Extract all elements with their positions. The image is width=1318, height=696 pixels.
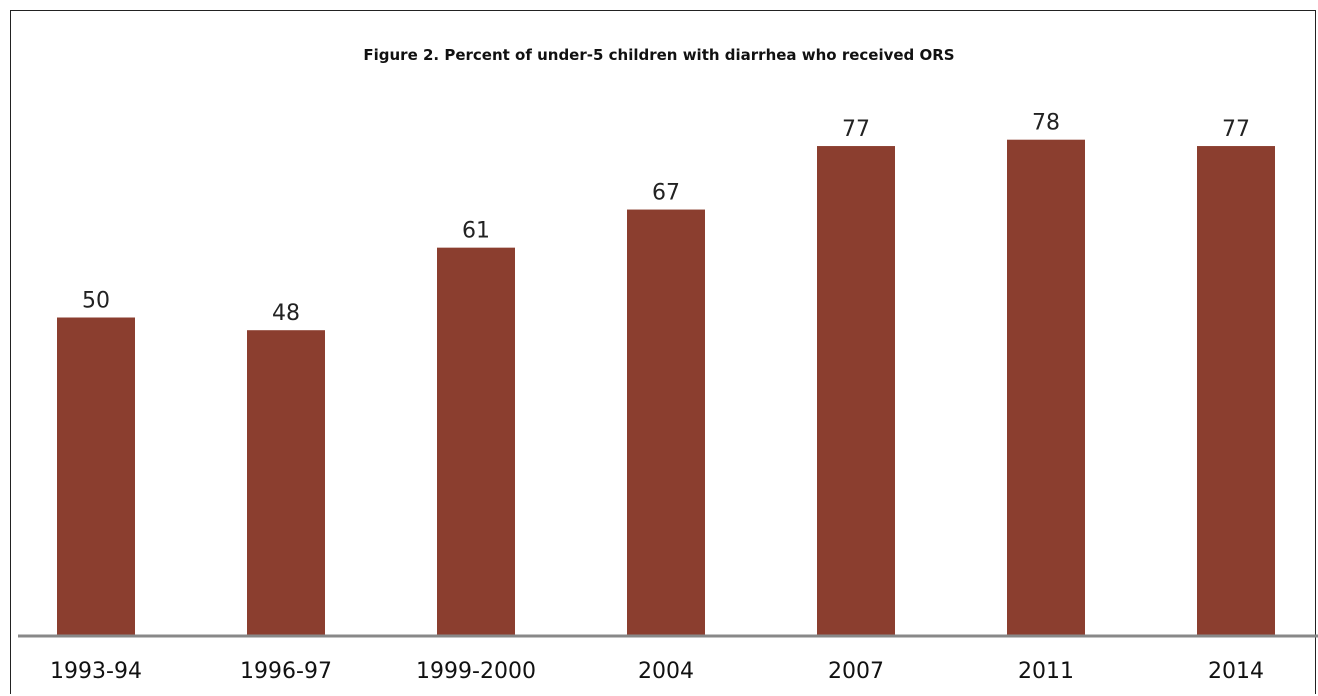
bar-2004 [627, 209, 705, 636]
bar-2007 [817, 146, 895, 636]
bars-layer [57, 139, 1275, 636]
x-tick-label-1999-2000: 1999-2000 [416, 659, 536, 684]
bar-1999-2000 [437, 247, 515, 635]
chart-title: Figure 2. Percent of under-5 children wi… [363, 46, 955, 64]
bar-2011 [1007, 139, 1085, 635]
x-tick-label-2007: 2007 [828, 659, 884, 684]
chart-frame [10, 10, 1316, 694]
x-tick-label-1993-94: 1993-94 [50, 659, 142, 684]
labels-layer: 50 1993-94 48 1996-97 61 1999-2000 67 2004 77 200… [50, 111, 1264, 684]
data-label-2007: 77 [842, 117, 870, 142]
data-label-1999-2000: 61 [462, 219, 490, 244]
bar-1993-94 [57, 317, 135, 635]
data-label-1996-97: 48 [272, 301, 300, 326]
bar-2014 [1197, 146, 1275, 636]
x-tick-label-2004: 2004 [638, 659, 694, 684]
data-label-2011: 78 [1032, 111, 1060, 136]
data-label-2004: 67 [652, 181, 680, 206]
data-label-1993-94: 50 [82, 289, 110, 314]
x-tick-label-2014: 2014 [1208, 659, 1264, 684]
data-label-2014: 77 [1222, 117, 1250, 142]
x-tick-label-1996-97: 1996-97 [240, 659, 332, 684]
bar-1996-97 [247, 330, 325, 635]
x-tick-label-2011: 2011 [1018, 659, 1074, 684]
